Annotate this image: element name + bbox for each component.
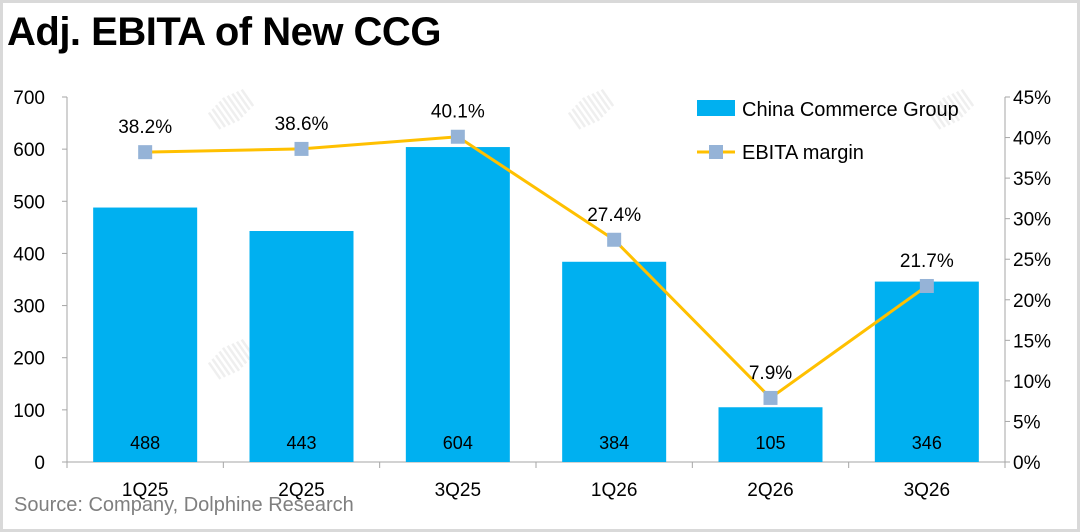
watermark-logo-icon: [211, 108, 227, 128]
bar-1Q26: [562, 261, 667, 462]
watermark-logo-icon: [211, 358, 227, 378]
x-tick-label: 3Q26: [904, 480, 950, 501]
watermark-logo-icon: [240, 88, 255, 107]
bar-data-label: 384: [599, 433, 629, 453]
margin-data-label: 38.6%: [275, 114, 329, 135]
left-tick-label: 0: [34, 453, 45, 474]
chart-title: Adj. EBITA of New CCG: [7, 10, 441, 54]
legend-label-line: EBITA margin: [742, 142, 864, 164]
bar-data-label: 488: [130, 433, 160, 453]
bar-data-label: 604: [443, 433, 473, 453]
watermark-logo-icon: [591, 93, 608, 115]
bar-data-label: 346: [912, 433, 942, 453]
watermark-logo-icon: [960, 88, 975, 107]
right-tick-label: 40%: [1013, 129, 1051, 150]
x-tick-label: 1Q25: [122, 480, 168, 501]
right-tick-label: 10%: [1013, 372, 1051, 393]
right-tick-label: 25%: [1013, 250, 1051, 271]
margin-marker: [138, 145, 153, 160]
margin-marker: [607, 232, 622, 247]
x-tick-label: 2Q25: [278, 480, 324, 501]
watermark-logo-icon: [578, 100, 596, 124]
bar-2Q26: [718, 407, 823, 462]
bar-2Q25: [249, 231, 354, 462]
right-tick-label: 15%: [1013, 331, 1051, 352]
margin-line: [145, 135, 928, 400]
watermark-logo-icon: [218, 350, 236, 374]
watermark-logo-icon: [941, 97, 961, 122]
right-tick-label: 35%: [1013, 169, 1051, 190]
right-tick-label: 20%: [1013, 291, 1051, 312]
right-tick-label: 45%: [1013, 88, 1051, 109]
margin-data-label: 40.1%: [431, 102, 485, 123]
watermark-logo-icon: [231, 93, 248, 115]
left-tick-label: 500: [13, 192, 45, 213]
left-tick-label: 600: [13, 140, 45, 161]
right-tick-label: 5%: [1013, 412, 1041, 433]
bar-data-label: 105: [755, 433, 785, 453]
x-tick-label: 3Q25: [435, 480, 481, 501]
margin-marker: [450, 129, 465, 144]
left-tick-label: 700: [13, 88, 45, 109]
margin-marker: [919, 278, 934, 293]
watermark-logo-icon: [574, 104, 591, 126]
margin-data-label: 38.2%: [118, 117, 172, 138]
watermark-logo-icon: [218, 100, 236, 124]
watermark-logo-icon: [214, 354, 231, 376]
watermark-logo-icon: [214, 104, 231, 126]
watermark-logo-icon: [938, 100, 956, 124]
margin-marker: [763, 390, 778, 405]
legend-swatch-marker: [709, 145, 723, 159]
watermark-logo-icon: [955, 90, 971, 111]
right-tick-label: 0%: [1013, 453, 1041, 474]
watermark-logo-icon: [567, 111, 582, 130]
watermark-logo-icon: [934, 104, 951, 126]
legend-label-bars: China Commerce Group: [742, 99, 959, 121]
bar-1Q25: [93, 207, 198, 462]
watermark-logo-icon: [226, 345, 244, 368]
bar-data-label: 443: [286, 433, 316, 453]
watermark-logo-icon: [581, 97, 601, 122]
margin-data-label: 7.9%: [749, 363, 792, 384]
bar-3Q25: [405, 147, 510, 463]
watermark-logo-icon: [931, 108, 947, 128]
watermark-logo-icon: [221, 97, 241, 122]
watermark-logo-icon: [207, 111, 222, 130]
watermark-logo-icon: [207, 361, 222, 380]
watermark-logo-icon: [221, 347, 241, 372]
x-tick-label: 2Q26: [747, 480, 793, 501]
watermark-logo-icon: [927, 111, 942, 130]
watermark-logo-icon: [571, 108, 587, 128]
left-tick-label: 300: [13, 297, 45, 318]
watermark-logo-icon: [946, 95, 964, 118]
watermark-logo-icon: [586, 95, 604, 118]
left-tick-label: 100: [13, 401, 45, 422]
right-tick-label: 30%: [1013, 210, 1051, 231]
left-tick-label: 400: [13, 244, 45, 265]
margin-data-label: 27.4%: [587, 205, 641, 226]
watermark-logo-icon: [231, 343, 248, 365]
left-tick-label: 200: [13, 349, 45, 370]
watermark-logo-icon: [235, 340, 251, 361]
margin-marker: [294, 141, 309, 156]
watermark-logo-icon: [951, 93, 968, 115]
legend-swatch-bars: [697, 100, 735, 116]
watermark-logo-icon: [235, 90, 251, 111]
margin-data-label: 21.7%: [900, 251, 954, 272]
x-tick-label: 1Q26: [591, 480, 637, 501]
watermark-logo-icon: [595, 90, 611, 111]
watermark-logo-icon: [600, 88, 615, 107]
source-note: Source: Company, Dolphine Research: [14, 494, 354, 516]
watermark-logo-icon: [226, 95, 244, 118]
